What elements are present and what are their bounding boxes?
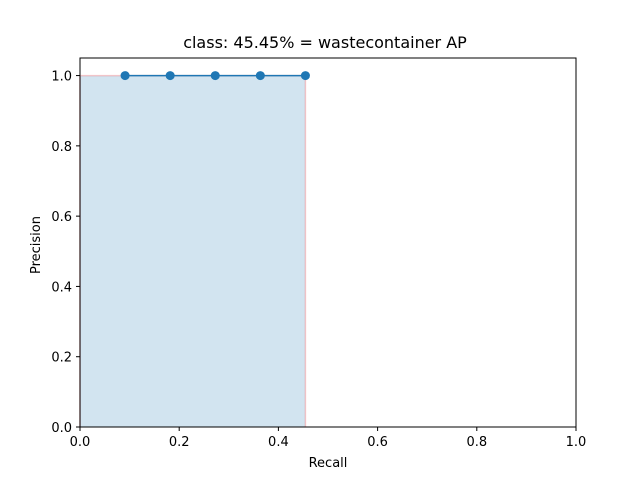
y-axis-ticks: 0.0 0.2 0.4 0.6 0.8 1.0 [51,70,80,436]
data-point [165,71,175,81]
x-tick-label: 0.8 [466,435,487,450]
x-tick-label: 1.0 [566,435,587,450]
y-tick-label: 0.2 [51,351,72,366]
x-axis-ticks: 0.0 0.2 0.4 0.6 0.8 1.0 [70,427,587,450]
data-point [120,71,130,81]
y-tick-label: 0.0 [51,421,72,436]
x-tick-label: 0.2 [169,435,190,450]
x-tick-label: 0.0 [70,435,91,450]
x-axis-label: Recall [309,456,348,471]
y-axis-label: Precision [29,216,44,274]
y-tick-label: 1.0 [51,70,72,85]
chart-title: class: 45.45% = wastecontainer AP [183,33,467,52]
axes-frame [79,57,577,428]
y-tick-label: 0.4 [51,280,72,295]
data-point [255,71,265,81]
series-points [120,71,310,81]
ap-area [80,75,306,428]
data-point [300,71,310,81]
data-point [210,71,220,81]
x-tick-label: 0.6 [367,435,388,450]
y-tick-label: 0.6 [51,210,72,225]
x-tick-label: 0.4 [268,435,289,450]
plot-area [79,71,310,428]
y-tick-label: 0.8 [51,140,72,155]
